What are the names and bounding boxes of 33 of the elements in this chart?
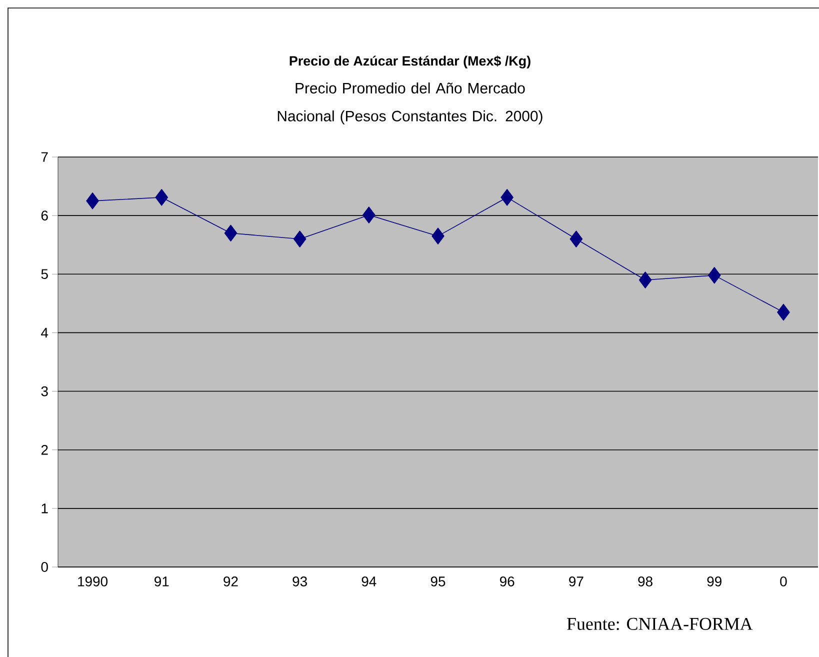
x-tick-label: 95: [430, 576, 446, 586]
y-tick-label: 0: [41, 562, 48, 572]
x-tick-label: 96: [500, 576, 514, 586]
y-tick-label: 1: [42, 504, 48, 514]
point: [708, 266, 721, 284]
point: [570, 230, 583, 248]
x-tick-label: 92: [224, 576, 238, 586]
chart-subtitle: Precio Promedio del Año Mercado Nacional (Pesos Constantes Dic. 2000): [278, 82, 542, 124]
point: [500, 189, 514, 206]
y-tick-label: 2: [41, 444, 48, 455]
x-tick-label: 98: [638, 576, 652, 586]
y-tick-label: 5: [41, 269, 48, 280]
point: [638, 272, 652, 288]
y-tick-label: 6: [41, 210, 48, 221]
point: [293, 230, 306, 248]
point: [362, 206, 376, 224]
point: [432, 228, 444, 244]
point: [155, 189, 168, 206]
source-note: Fuente: CNIAA-FORMA: [567, 618, 753, 630]
x-tick-label: 93: [292, 576, 307, 586]
point: [86, 192, 99, 210]
x-tick-label: 91: [154, 576, 169, 586]
x-tick-label: 94: [362, 576, 376, 586]
x-tick-label: 0: [780, 576, 787, 586]
point: [224, 224, 238, 242]
y-tick-label: 3: [41, 386, 48, 396]
x-tick-label: 97: [569, 576, 584, 586]
point: [777, 304, 790, 321]
chart-title: Precio de Azúcar Estándar (Mex$ /Kg): [290, 56, 530, 68]
y-tick-label: 4: [41, 328, 48, 338]
x-tick-label: 1990: [78, 576, 108, 586]
y-tick-label: 7: [41, 152, 48, 162]
x-tick-label: 99: [707, 576, 722, 586]
